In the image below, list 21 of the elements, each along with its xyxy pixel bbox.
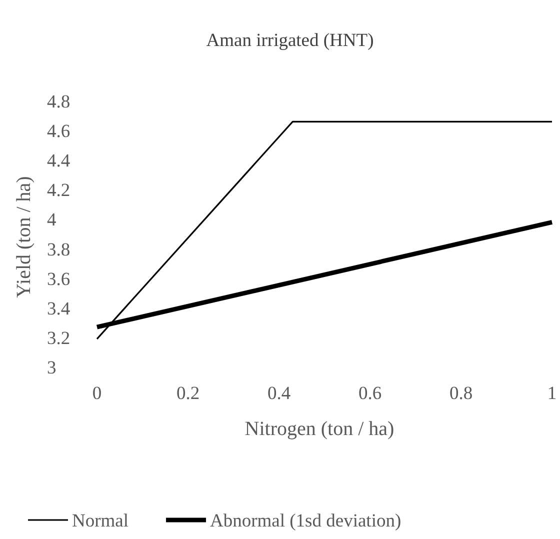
legend-label: Normal <box>72 511 129 532</box>
x-tick-label: 0.8 <box>449 384 473 404</box>
y-tick-label: 4.6 <box>47 122 70 142</box>
y-tick-label: 3.2 <box>47 328 70 349</box>
chart-title: Aman irrigated (HNT) <box>206 31 374 51</box>
y-tick-label: 4 <box>47 210 56 231</box>
legend-label: Abnormal (1sd deviation) <box>210 511 402 532</box>
x-tick-label: 0.2 <box>176 384 200 404</box>
y-tick-label: 3.8 <box>47 240 70 260</box>
y-tick-label: 3.6 <box>47 270 70 290</box>
x-tick-label: 1 <box>547 384 557 404</box>
x-tick-label: 0 <box>92 384 102 404</box>
x-tick-label: 0.6 <box>358 384 382 404</box>
y-tick-label: 3.4 <box>47 299 70 320</box>
x-tick-label: 0.4 <box>267 384 291 404</box>
y-tick-label: 4.8 <box>47 92 70 112</box>
x-axis-title: Nitrogen (ton / ha) <box>244 418 394 440</box>
y-tick-label: 4.2 <box>47 181 70 202</box>
y-tick-label: 4.4 <box>47 152 70 172</box>
y-tick-label: 3 <box>47 358 56 378</box>
y-axis-title: Yield (ton / ha) <box>13 176 35 298</box>
